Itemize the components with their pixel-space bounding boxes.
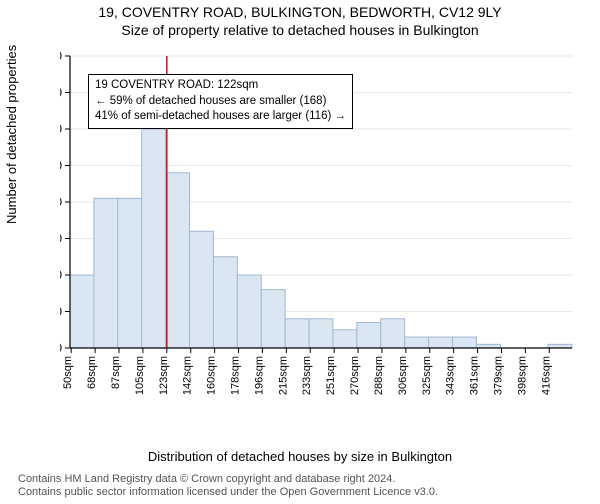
svg-text:40: 40 [60, 195, 62, 209]
svg-text:10: 10 [60, 305, 62, 319]
x-tick-label: 306sqm [397, 356, 409, 395]
title-block: 19, COVENTRY ROAD, BULKINGTON, BEDWORTH,… [0, 4, 600, 38]
histogram-bar [309, 319, 333, 348]
histogram-bar [333, 330, 357, 348]
x-tick-label: 142sqm [182, 356, 194, 395]
title-line2: Size of property relative to detached ho… [0, 22, 600, 38]
histogram-bar [381, 319, 405, 348]
svg-text:80: 80 [60, 52, 62, 63]
x-tick-label: 50sqm [62, 356, 74, 389]
footer-line1: Contains HM Land Registry data © Crown c… [18, 473, 590, 487]
x-tick-label: 416sqm [540, 356, 552, 395]
x-tick-label: 123sqm [158, 356, 170, 395]
x-tick-label: 379sqm [492, 356, 504, 395]
x-tick-label: 251sqm [325, 356, 337, 395]
x-tick-label: 160sqm [206, 356, 218, 395]
x-axis-label: Distribution of detached houses by size … [0, 449, 600, 464]
histogram-bar [429, 337, 453, 348]
svg-text:20: 20 [60, 268, 62, 282]
x-tick-label: 343sqm [445, 356, 457, 395]
chart-area: 0 10 20 30 40 50 60 70 80 50sqm 68sqm 87sqm 105sqm 12… [60, 52, 582, 410]
x-tick-label: 68sqm [86, 356, 98, 389]
x-tick-label: 233sqm [301, 356, 313, 395]
annotation-line1: 19 COVENTRY ROAD: 122sqm [95, 78, 346, 94]
histogram-bar [357, 322, 381, 348]
x-tick-label: 288sqm [373, 356, 385, 395]
histogram-bar [237, 275, 261, 348]
x-tick-label: 398sqm [516, 356, 528, 395]
y-axis-label: Number of detached properties [4, 45, 19, 224]
histogram-bar [405, 337, 429, 348]
histogram-bar [452, 337, 476, 348]
histogram-bar [142, 129, 166, 348]
histogram-bar [70, 275, 94, 348]
svg-text:70: 70 [60, 86, 62, 100]
footer: Contains HM Land Registry data © Crown c… [18, 473, 590, 501]
histogram-bar [285, 319, 309, 348]
x-tick-label: 325sqm [421, 356, 433, 395]
annotation-box: 19 COVENTRY ROAD: 122sqm ← 59% of detach… [88, 74, 353, 129]
annotation-line2: ← 59% of detached houses are smaller (16… [95, 94, 346, 110]
x-tick-label: 87sqm [110, 356, 122, 389]
histogram-bar [190, 231, 214, 348]
histogram-bar [213, 257, 237, 348]
x-tick-label: 270sqm [349, 356, 361, 395]
histogram-bar [94, 198, 118, 348]
histogram-bar [166, 173, 190, 348]
x-tick-label: 196sqm [253, 356, 265, 395]
x-tick-label: 105sqm [134, 356, 146, 395]
svg-text:60: 60 [60, 122, 62, 136]
histogram-bar [261, 290, 285, 348]
histogram-bar [118, 198, 142, 348]
svg-text:50: 50 [60, 159, 62, 173]
footer-line2: Contains public sector information licen… [18, 486, 590, 500]
svg-text:0: 0 [60, 341, 62, 355]
svg-text:30: 30 [60, 232, 62, 246]
x-tick-label: 361sqm [469, 356, 481, 395]
annotation-line3: 41% of semi-detached houses are larger (… [95, 109, 346, 125]
x-tick-label: 178sqm [230, 356, 242, 395]
x-tick-label: 215sqm [277, 356, 289, 395]
title-line1: 19, COVENTRY ROAD, BULKINGTON, BEDWORTH,… [0, 4, 600, 20]
